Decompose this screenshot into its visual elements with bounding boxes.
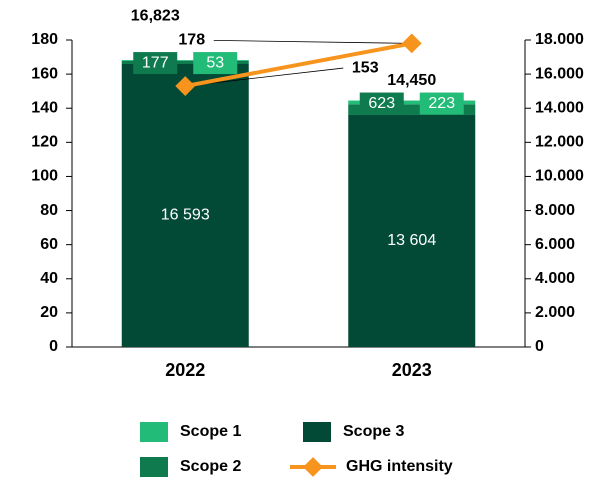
y2-tick-label: 18.000 xyxy=(535,31,584,48)
data-label-box xyxy=(359,92,404,115)
y-tick-label: 120 xyxy=(31,134,58,151)
legend-marker xyxy=(303,457,323,477)
y-tick-label: 140 xyxy=(31,99,58,116)
y-tick-label: 60 xyxy=(40,236,58,253)
y-tick-label: 180 xyxy=(31,31,58,48)
y-tick-label: 20 xyxy=(40,304,58,321)
y2-tick-label: 4.000 xyxy=(535,270,575,287)
bar-segment xyxy=(121,60,249,64)
y2-tick-label: 2.000 xyxy=(535,304,575,321)
y2-tick-label: 14.000 xyxy=(535,99,584,116)
y2-tick-label: 6.000 xyxy=(535,236,575,253)
y-tick-label: 100 xyxy=(31,168,58,185)
marker xyxy=(401,33,422,54)
legend-swatch xyxy=(303,422,331,442)
data-label-box xyxy=(419,92,464,115)
bar-segment xyxy=(348,114,476,347)
bar-segment xyxy=(121,60,249,61)
y-tick-label: 80 xyxy=(40,202,58,219)
total-label: 16,823 xyxy=(131,7,180,24)
data-label: 177 xyxy=(142,54,169,71)
y2-tick-label: 10.000 xyxy=(535,168,584,185)
bar-segment xyxy=(348,104,476,115)
data-label: 223 xyxy=(428,95,455,112)
y-tick-label: 0 xyxy=(49,338,58,355)
marker xyxy=(175,76,196,96)
bar-segment xyxy=(348,100,476,105)
data-label: 13 604 xyxy=(387,232,436,249)
data-label-box xyxy=(193,52,238,75)
legend-label: GHG intensity xyxy=(346,458,453,475)
legend-label: Scope 3 xyxy=(343,423,404,440)
y2-tick-label: 8.000 xyxy=(535,202,575,219)
data-label-box xyxy=(133,52,178,75)
y-tick-label: 40 xyxy=(40,270,58,287)
bar-segment xyxy=(121,63,249,348)
data-label: 178 xyxy=(178,32,205,49)
leader-line xyxy=(213,40,412,44)
legend-swatch xyxy=(140,457,168,477)
x-tick-label: 2023 xyxy=(392,360,432,380)
data-label: 53 xyxy=(206,54,224,71)
data-label: 153 xyxy=(352,59,379,76)
y2-tick-label: 0 xyxy=(535,338,544,355)
line xyxy=(184,41,413,89)
x-tick-label: 2022 xyxy=(165,360,205,380)
legend-label: Scope 1 xyxy=(180,423,241,440)
total-label: 14,450 xyxy=(387,72,436,89)
data-label: 16 593 xyxy=(161,207,210,224)
legend-swatch xyxy=(140,422,168,442)
y-tick-label: 160 xyxy=(31,65,58,82)
data-label: 623 xyxy=(368,95,395,112)
legend-label: Scope 2 xyxy=(180,458,241,475)
y2-tick-label: 12.000 xyxy=(535,134,584,151)
y2-tick-label: 16.000 xyxy=(535,65,584,82)
